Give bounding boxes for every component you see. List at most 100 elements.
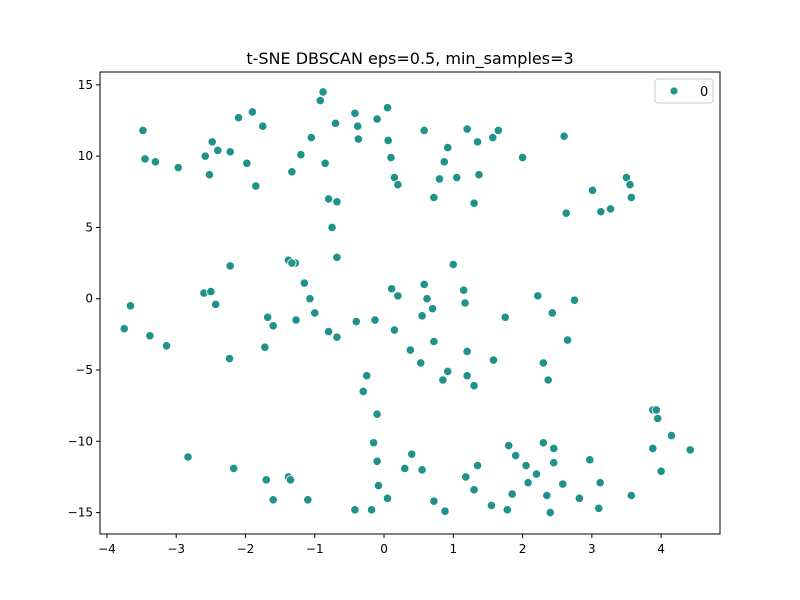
y-tick-label: −15	[68, 506, 93, 520]
y-tick-label: −10	[68, 434, 93, 448]
data-point	[521, 460, 531, 471]
data-point	[443, 142, 453, 153]
data-point	[225, 147, 235, 157]
data-point	[372, 409, 382, 419]
data-point	[594, 503, 604, 513]
data-point	[429, 336, 439, 347]
data-point	[225, 261, 235, 271]
data-point	[595, 478, 605, 488]
data-point	[545, 508, 555, 518]
data-point	[261, 475, 271, 485]
data-point	[416, 358, 426, 368]
data-point	[383, 135, 393, 146]
data-point	[417, 311, 427, 321]
data-point	[462, 346, 472, 357]
y-tick-label: 10	[78, 149, 93, 163]
data-point	[138, 125, 148, 136]
x-tick-label: 2	[519, 542, 527, 556]
data-point	[656, 466, 666, 476]
data-point	[587, 185, 598, 195]
data-point	[626, 490, 636, 501]
data-point	[422, 294, 432, 304]
data-point	[407, 449, 417, 459]
data-point	[523, 478, 533, 488]
data-point	[531, 469, 542, 479]
data-point	[507, 489, 517, 499]
data-point	[211, 299, 221, 310]
data-point	[260, 342, 270, 352]
data-point	[543, 375, 553, 385]
data-point	[372, 114, 382, 124]
data-point	[500, 312, 510, 322]
data-point	[353, 134, 363, 144]
data-point	[119, 324, 129, 334]
data-point	[206, 286, 216, 297]
data-point	[585, 455, 595, 465]
data-point	[268, 495, 278, 505]
data-point	[332, 197, 342, 207]
data-point	[605, 204, 616, 214]
data-point	[332, 252, 342, 262]
data-point	[547, 308, 557, 318]
data-point	[306, 132, 316, 143]
data-point	[559, 131, 569, 141]
data-point	[452, 172, 462, 183]
data-point	[472, 460, 483, 471]
data-point	[353, 121, 363, 131]
x-tick-label: −2	[237, 542, 255, 556]
data-point	[486, 500, 496, 511]
data-point	[405, 345, 415, 355]
data-point	[685, 445, 695, 455]
data-point	[303, 495, 313, 505]
data-point	[287, 258, 297, 268]
data-point	[469, 381, 479, 391]
x-tick-label: 3	[588, 542, 596, 556]
data-point	[382, 493, 393, 503]
data-point	[653, 413, 663, 424]
data-point	[285, 475, 296, 485]
legend-label: 0	[700, 85, 708, 100]
data-point	[393, 180, 403, 190]
y-tick-label: 15	[78, 78, 93, 92]
y-tick-label: −5	[75, 363, 93, 377]
data-point	[558, 479, 568, 489]
data-point	[538, 438, 548, 448]
data-point	[561, 208, 571, 218]
data-point	[369, 438, 379, 448]
data-point	[439, 157, 449, 167]
data-point	[666, 431, 677, 441]
data-point	[320, 158, 330, 168]
data-point	[327, 222, 337, 233]
data-point	[419, 125, 429, 136]
y-tick-label: 5	[85, 220, 93, 234]
data-point	[562, 335, 573, 345]
y-tick-label: 0	[85, 292, 93, 306]
data-point	[386, 152, 396, 163]
data-point	[517, 152, 528, 163]
data-points	[119, 87, 695, 518]
data-point	[140, 154, 150, 164]
data-point	[400, 463, 410, 474]
data-point	[310, 308, 320, 318]
data-point	[427, 304, 438, 314]
data-point	[651, 405, 661, 415]
data-point	[504, 440, 514, 451]
data-point	[305, 294, 315, 304]
data-point	[263, 312, 273, 322]
data-point	[330, 118, 341, 128]
data-point	[626, 192, 636, 203]
data-point	[648, 443, 658, 454]
data-point	[511, 450, 521, 461]
data-point	[247, 107, 258, 117]
data-point	[183, 452, 193, 462]
data-point	[549, 443, 559, 454]
y-axis-ticks: −15 −10 −5 0 5 10 15	[68, 78, 100, 520]
x-tick-label: −1	[306, 542, 324, 556]
data-point	[251, 181, 261, 191]
data-point	[332, 332, 342, 342]
x-tick-label: 4	[657, 542, 665, 556]
x-tick-label: −4	[98, 542, 116, 556]
data-point	[469, 485, 479, 495]
data-point	[460, 298, 470, 308]
x-tick-label: 0	[380, 542, 388, 556]
